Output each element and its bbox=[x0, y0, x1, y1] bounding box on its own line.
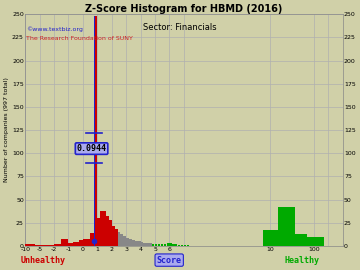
Bar bbox=[144, 243, 147, 246]
Bar bbox=[97, 218, 100, 246]
Bar bbox=[170, 243, 172, 246]
Bar bbox=[100, 211, 103, 246]
Bar bbox=[306, 237, 324, 246]
Bar bbox=[35, 245, 40, 246]
Bar bbox=[117, 232, 120, 246]
Bar bbox=[109, 220, 112, 246]
Text: 0.0944: 0.0944 bbox=[77, 144, 107, 153]
Bar bbox=[147, 243, 149, 246]
Bar bbox=[114, 229, 117, 246]
Bar bbox=[164, 244, 166, 246]
Bar bbox=[123, 236, 126, 246]
Bar bbox=[120, 234, 123, 246]
Bar bbox=[187, 245, 189, 246]
Bar bbox=[295, 234, 306, 246]
Bar bbox=[175, 244, 177, 246]
Title: Z-Score Histogram for HBMD (2016): Z-Score Histogram for HBMD (2016) bbox=[85, 4, 283, 14]
Bar bbox=[54, 244, 61, 246]
Bar bbox=[184, 245, 186, 246]
Bar bbox=[73, 242, 78, 246]
Text: The Research Foundation of SUNY: The Research Foundation of SUNY bbox=[26, 36, 133, 41]
Bar bbox=[78, 240, 83, 246]
Bar bbox=[138, 241, 141, 246]
Bar bbox=[178, 245, 180, 246]
Bar bbox=[278, 207, 295, 246]
Bar bbox=[112, 225, 114, 246]
Text: Healthy: Healthy bbox=[285, 256, 320, 265]
Bar bbox=[61, 238, 68, 246]
Text: Unhealthy: Unhealthy bbox=[21, 256, 66, 265]
Bar bbox=[132, 240, 135, 246]
Bar bbox=[50, 245, 54, 246]
Bar bbox=[106, 216, 109, 246]
Bar bbox=[135, 241, 138, 246]
Bar bbox=[25, 244, 35, 246]
Bar bbox=[44, 245, 50, 246]
Bar bbox=[40, 245, 44, 246]
Bar bbox=[172, 244, 175, 246]
Bar bbox=[149, 243, 152, 246]
Bar bbox=[263, 230, 278, 246]
Bar bbox=[161, 244, 163, 246]
Text: ©www.textbiz.org: ©www.textbiz.org bbox=[26, 26, 83, 32]
Y-axis label: Number of companies (997 total): Number of companies (997 total) bbox=[4, 77, 9, 183]
Bar bbox=[141, 242, 144, 246]
Bar bbox=[155, 244, 157, 246]
Text: Score: Score bbox=[157, 256, 182, 265]
Bar bbox=[90, 233, 94, 246]
Bar bbox=[167, 243, 169, 246]
Bar bbox=[68, 243, 73, 246]
Bar bbox=[129, 238, 132, 246]
Bar bbox=[152, 244, 154, 246]
Bar bbox=[126, 238, 129, 246]
Bar bbox=[103, 211, 106, 246]
Bar bbox=[158, 244, 160, 246]
Bar bbox=[181, 245, 183, 246]
Text: Sector: Financials: Sector: Financials bbox=[143, 23, 217, 32]
Bar bbox=[83, 238, 90, 246]
Bar bbox=[95, 16, 97, 246]
Bar bbox=[94, 16, 95, 246]
